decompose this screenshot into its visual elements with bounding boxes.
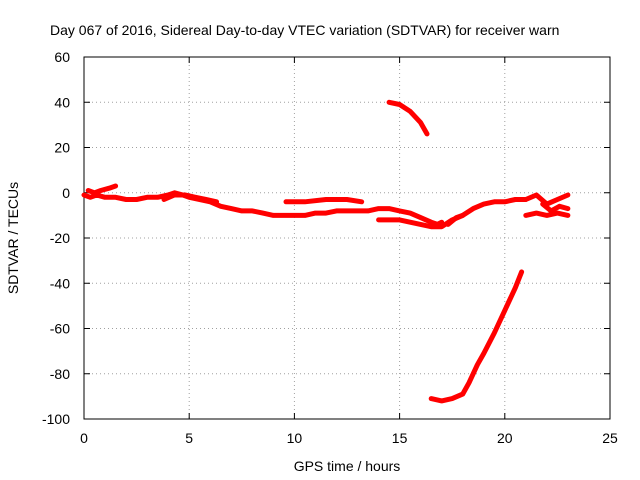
series-line-track-7 [428, 269, 525, 404]
y-tick-label: 20 [54, 140, 70, 156]
series-line-track-9 [523, 192, 571, 207]
y-tick-label: -40 [50, 275, 70, 291]
y-tick-label: 60 [54, 49, 70, 65]
x-axis-label: GPS time / hours [294, 458, 401, 474]
series-line-track-2 [85, 183, 119, 196]
series-line-track-11 [540, 201, 571, 214]
x-tick-label: 25 [602, 430, 618, 446]
y-tick-label: 40 [54, 94, 70, 110]
x-tick-label: 20 [497, 430, 513, 446]
series-line-track-5 [386, 99, 430, 137]
plot-frame [83, 56, 611, 420]
chart-title: Day 067 of 2016, Sidereal Day-to-day VTE… [50, 22, 559, 38]
series-line-track-10 [523, 210, 571, 218]
x-tick-label: 5 [185, 430, 193, 446]
grid-layer [84, 57, 610, 419]
series-layer [81, 99, 571, 404]
series-line-track-1 [81, 190, 445, 227]
y-tick-label: -100 [42, 411, 70, 427]
x-tick-label: 0 [80, 430, 88, 446]
y-tick-label: -20 [50, 230, 70, 246]
series-line-track-3 [161, 192, 220, 205]
x-tick-label: 10 [287, 430, 303, 446]
y-tick-label: -60 [50, 321, 70, 337]
y-axis-label: SDTVAR / TECUs [5, 182, 21, 294]
y-tick-label: 0 [62, 185, 70, 201]
series-line-track-4 [283, 197, 365, 205]
series-line-track-8 [445, 212, 466, 227]
y-tick-label: -80 [50, 366, 70, 382]
tick-layer: 0 5 10 15 20 25 -100 -80 -60 -40 -20 0 20 40 60 [42, 49, 618, 446]
x-tick-label: 15 [392, 430, 408, 446]
